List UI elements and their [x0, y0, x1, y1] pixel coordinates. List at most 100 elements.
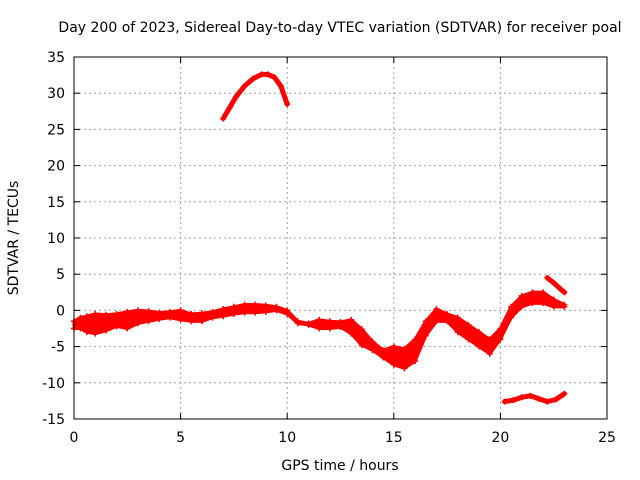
y-tick-label: 5	[56, 267, 65, 283]
data-point	[113, 323, 120, 330]
data-point	[401, 345, 408, 352]
data-point	[540, 300, 547, 307]
data-point	[557, 285, 564, 292]
data-point	[369, 347, 376, 354]
data-point	[241, 82, 248, 89]
data-point	[518, 394, 525, 401]
data-point	[188, 318, 195, 325]
data-point	[284, 101, 291, 108]
y-tick-label: -10	[42, 376, 65, 392]
x-tick-label: 15	[385, 430, 403, 446]
data-point	[544, 398, 551, 405]
data-point	[497, 325, 504, 332]
data-point	[369, 338, 376, 345]
data-point	[422, 332, 429, 339]
data-point	[233, 93, 240, 100]
data-point	[527, 392, 534, 399]
x-tick-label: 25	[598, 430, 616, 446]
y-tick-label: 30	[47, 86, 65, 102]
data-point	[284, 311, 291, 318]
data-point	[145, 318, 152, 325]
data-point	[508, 303, 515, 310]
data-point	[77, 314, 84, 321]
data-point	[198, 310, 205, 317]
data-point	[348, 316, 355, 323]
y-axis-label: SDTVAR / TECUs	[6, 181, 22, 296]
data-point	[540, 289, 547, 296]
data-point	[476, 343, 483, 350]
y-tick-label: -15	[42, 412, 65, 428]
data-point	[380, 354, 387, 361]
x-tick-label: 10	[278, 430, 296, 446]
data-point	[510, 397, 517, 404]
data-point	[535, 395, 542, 402]
data-point	[265, 71, 272, 78]
data-point	[550, 279, 557, 286]
axis-ticks: 0 5 10 15 20 25 -15 -10 -5 0 5 10 15 20 25 30 35	[42, 50, 616, 446]
data-point	[486, 350, 493, 357]
data-point	[348, 330, 355, 337]
data-point	[529, 300, 536, 307]
data-point	[209, 308, 216, 315]
series-arc	[220, 71, 290, 121]
data-point	[273, 307, 280, 314]
y-tick-label: 25	[47, 122, 65, 138]
data-point	[230, 303, 237, 310]
data-point	[124, 308, 131, 315]
data-point	[433, 318, 440, 325]
y-tick-label: 35	[47, 50, 65, 66]
data-point	[454, 314, 461, 321]
data-point	[497, 336, 504, 343]
data-point	[422, 318, 429, 325]
data-point	[501, 398, 508, 405]
data-point	[77, 325, 84, 332]
data-point	[250, 75, 257, 82]
data-point	[166, 308, 173, 315]
data-point	[358, 342, 365, 349]
data-point	[102, 327, 109, 334]
data-point	[198, 318, 205, 325]
data-point	[444, 311, 451, 318]
data-point	[102, 311, 109, 318]
data-point	[552, 396, 559, 403]
data-point	[92, 311, 99, 318]
data-point	[83, 313, 90, 320]
data-point	[390, 343, 397, 350]
data-point	[262, 308, 269, 315]
y-tick-label: 10	[47, 231, 65, 247]
data-point	[220, 115, 227, 122]
data-layer	[71, 71, 568, 405]
data-point	[401, 365, 408, 372]
data-point	[316, 316, 323, 323]
data-point	[550, 296, 557, 303]
data-point	[412, 336, 419, 343]
data-point	[188, 311, 195, 318]
data-point	[92, 330, 99, 337]
data-point	[252, 301, 259, 308]
data-point	[561, 289, 568, 296]
y-tick-label: 20	[47, 159, 65, 175]
x-axis-label: GPS time / hours	[281, 458, 398, 474]
y-tick-label: 15	[47, 195, 65, 211]
data-point	[134, 320, 141, 327]
data-point	[518, 292, 525, 299]
data-point	[230, 311, 237, 318]
data-point	[220, 305, 227, 312]
x-tick-label: 0	[70, 430, 79, 446]
data-point	[294, 320, 301, 327]
data-point	[390, 361, 397, 368]
data-point	[241, 301, 248, 308]
data-point	[465, 321, 472, 328]
data-point	[486, 336, 493, 343]
data-point	[476, 329, 483, 336]
data-point	[454, 329, 461, 336]
data-point	[134, 307, 141, 314]
data-point	[113, 311, 120, 318]
data-point	[561, 303, 568, 310]
data-point	[550, 303, 557, 310]
y-tick-label: 0	[56, 303, 65, 319]
series-late-segment-high	[544, 275, 567, 295]
data-point	[544, 274, 551, 281]
